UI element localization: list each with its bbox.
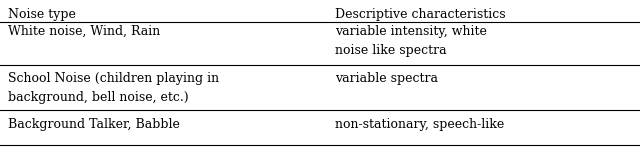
Text: School Noise (children playing in
background, bell noise, etc.): School Noise (children playing in backgr… <box>8 72 219 104</box>
Text: Noise type: Noise type <box>8 8 76 21</box>
Text: Descriptive characteristics: Descriptive characteristics <box>335 8 506 21</box>
Text: variable spectra: variable spectra <box>335 72 438 85</box>
Text: White noise, Wind, Rain: White noise, Wind, Rain <box>8 25 160 38</box>
Text: Background Talker, Babble: Background Talker, Babble <box>8 118 180 131</box>
Text: variable intensity, white
noise like spectra: variable intensity, white noise like spe… <box>335 25 487 57</box>
Text: non-stationary, speech-like: non-stationary, speech-like <box>335 118 504 131</box>
